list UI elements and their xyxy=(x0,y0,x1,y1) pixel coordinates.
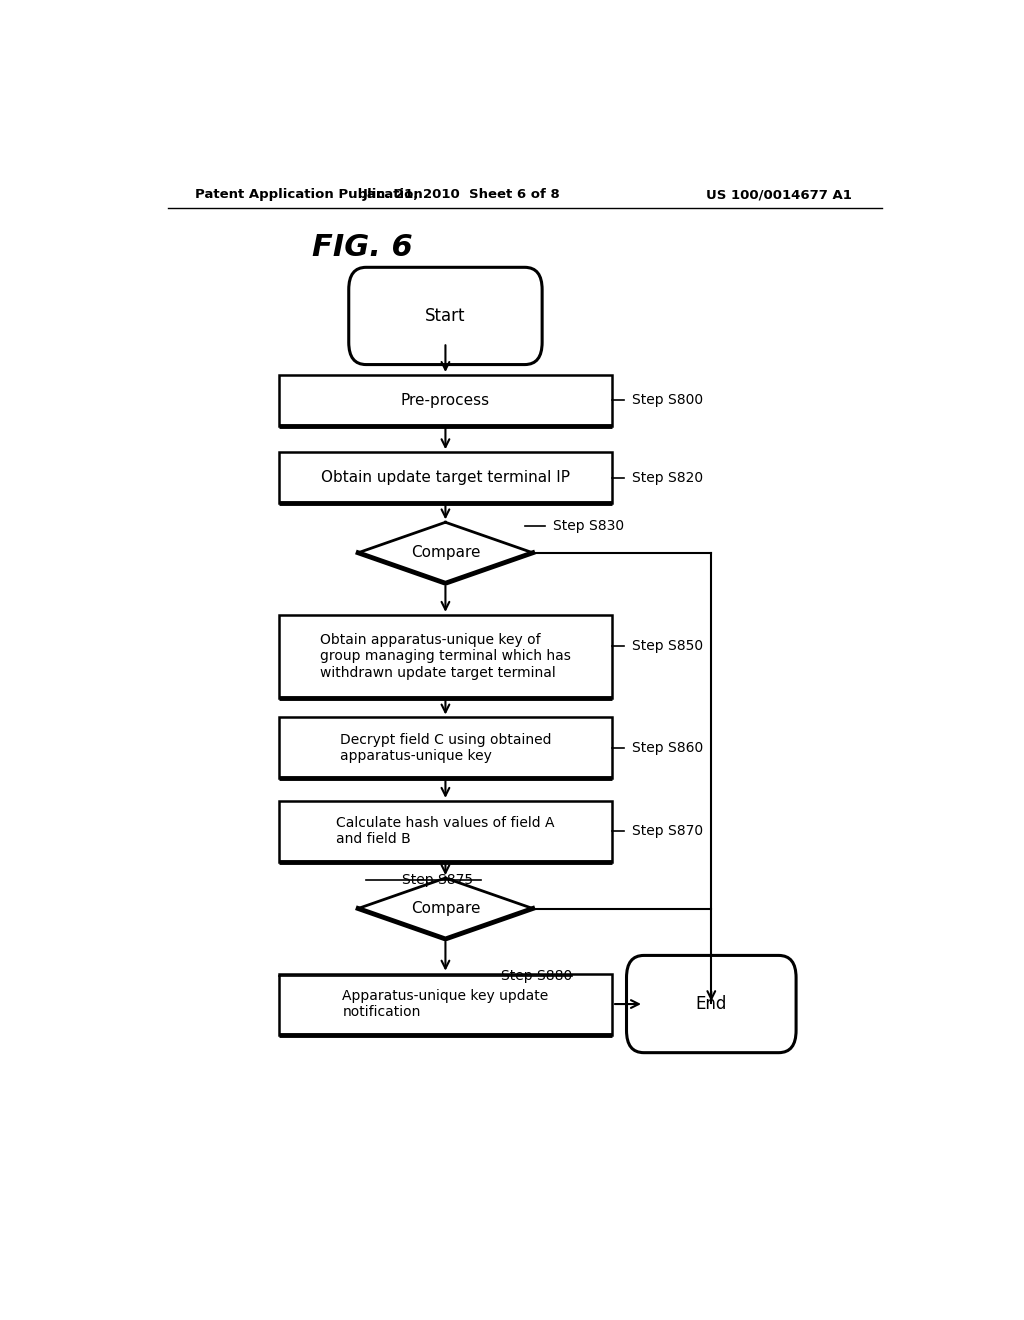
Text: Start: Start xyxy=(425,308,466,325)
Text: End: End xyxy=(695,995,727,1012)
Text: Calculate hash values of field A
and field B: Calculate hash values of field A and fie… xyxy=(336,816,555,846)
Text: FIG. 6: FIG. 6 xyxy=(311,234,413,263)
Text: Step S870: Step S870 xyxy=(632,824,703,838)
Text: Pre-process: Pre-process xyxy=(400,393,490,408)
Text: Step S830: Step S830 xyxy=(553,519,624,533)
Bar xyxy=(279,801,612,862)
Bar xyxy=(279,615,612,698)
Text: Compare: Compare xyxy=(411,545,480,560)
Text: Obtain apparatus-unique key of
group managing terminal which has
withdrawn updat: Obtain apparatus-unique key of group man… xyxy=(321,634,570,680)
Text: Obtain update target terminal IP: Obtain update target terminal IP xyxy=(321,470,570,484)
Polygon shape xyxy=(358,523,532,583)
Text: Step S800: Step S800 xyxy=(632,393,703,408)
Polygon shape xyxy=(358,878,532,939)
Text: Step S850: Step S850 xyxy=(632,639,703,653)
FancyBboxPatch shape xyxy=(627,956,796,1052)
Text: Jan. 21, 2010  Sheet 6 of 8: Jan. 21, 2010 Sheet 6 of 8 xyxy=(362,189,560,202)
Bar xyxy=(279,974,612,1035)
Bar xyxy=(279,453,612,503)
Text: Step S880: Step S880 xyxy=(501,969,572,982)
Text: Patent Application Publication: Patent Application Publication xyxy=(196,189,423,202)
Text: Step S860: Step S860 xyxy=(632,741,703,755)
Text: Decrypt field C using obtained
apparatus-unique key: Decrypt field C using obtained apparatus… xyxy=(340,733,551,763)
Text: Step S820: Step S820 xyxy=(632,470,703,484)
Text: US 100/0014677 A1: US 100/0014677 A1 xyxy=(706,189,852,202)
FancyBboxPatch shape xyxy=(349,268,542,364)
Bar xyxy=(279,718,612,779)
Text: Compare: Compare xyxy=(411,902,480,916)
Text: Step S875: Step S875 xyxy=(401,873,473,887)
Text: Apparatus-unique key update
notification: Apparatus-unique key update notification xyxy=(342,989,549,1019)
Bar xyxy=(279,375,612,426)
